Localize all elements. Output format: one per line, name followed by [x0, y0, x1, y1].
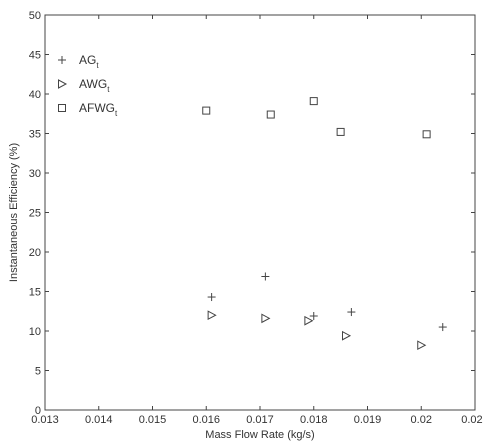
afwg-legend-subscript: t [115, 109, 118, 118]
y-tick-label: 5 [35, 366, 41, 378]
ag-point [207, 293, 216, 302]
afwg-legend-name: AFWG [79, 101, 115, 115]
x-tick-label: 0.019 [354, 414, 382, 426]
y-tick-label: 0 [35, 405, 41, 417]
awg-point [342, 330, 352, 341]
x-axis-label: Mass Flow Rate (kg/s) [205, 429, 314, 441]
x-tick-label: 0.02 [411, 414, 432, 426]
ag-legend-marker [58, 56, 66, 64]
awg-legend-subscript: t [107, 85, 110, 94]
x-tick-label: 0.015 [139, 414, 167, 426]
awg-point [304, 315, 314, 326]
afwg-legend-marker [58, 104, 66, 112]
y-tick-label: 25 [29, 208, 41, 220]
ag-point [438, 323, 447, 332]
afwg-point [202, 106, 211, 115]
ag-point [261, 272, 270, 281]
afwg-point [266, 110, 275, 119]
awg-legend-name: AWG [79, 77, 107, 91]
y-tick-label: 50 [29, 10, 41, 22]
ag-legend-label: AGt [79, 53, 99, 70]
afwg-point [309, 97, 318, 106]
y-tick-label: 40 [29, 89, 41, 101]
x-tick-label: 0.013 [31, 414, 59, 426]
awg-legend-marker [58, 79, 68, 89]
x-tick-label: 0.018 [300, 414, 328, 426]
ag-legend-subscript: t [96, 61, 99, 70]
afwg-legend-label: AFWGt [79, 101, 118, 118]
y-axis-label: Instantaneous Efficiency (%) [8, 143, 20, 282]
ag-legend-name: AG [79, 53, 96, 67]
data-markers [202, 97, 447, 351]
x-tick-label: 0.016 [192, 414, 220, 426]
y-tick-label: 10 [29, 326, 41, 338]
y-tick-label: 45 [29, 50, 41, 62]
plot-frame [44, 14, 476, 411]
x-tick-label: 0.014 [85, 414, 113, 426]
awg-legend-label: AWGt [79, 77, 110, 94]
awg-point [417, 340, 427, 351]
y-tick-label: 30 [29, 168, 41, 180]
x-tick-label: 0.017 [246, 414, 274, 426]
afwg-point [422, 130, 431, 139]
x-tick-label: 0.021 [461, 414, 483, 426]
ag-point [347, 308, 356, 317]
awg-point [207, 310, 217, 321]
y-tick-label: 15 [29, 287, 41, 299]
y-tick-label: 20 [29, 247, 41, 259]
y-tick-label: 35 [29, 129, 41, 141]
afwg-point [336, 127, 345, 136]
y-axis-ticks: 0 5 10 15 20 25 30 35 40 45 50 [29, 10, 475, 417]
ag-point [309, 311, 318, 320]
awg-point [261, 313, 271, 324]
